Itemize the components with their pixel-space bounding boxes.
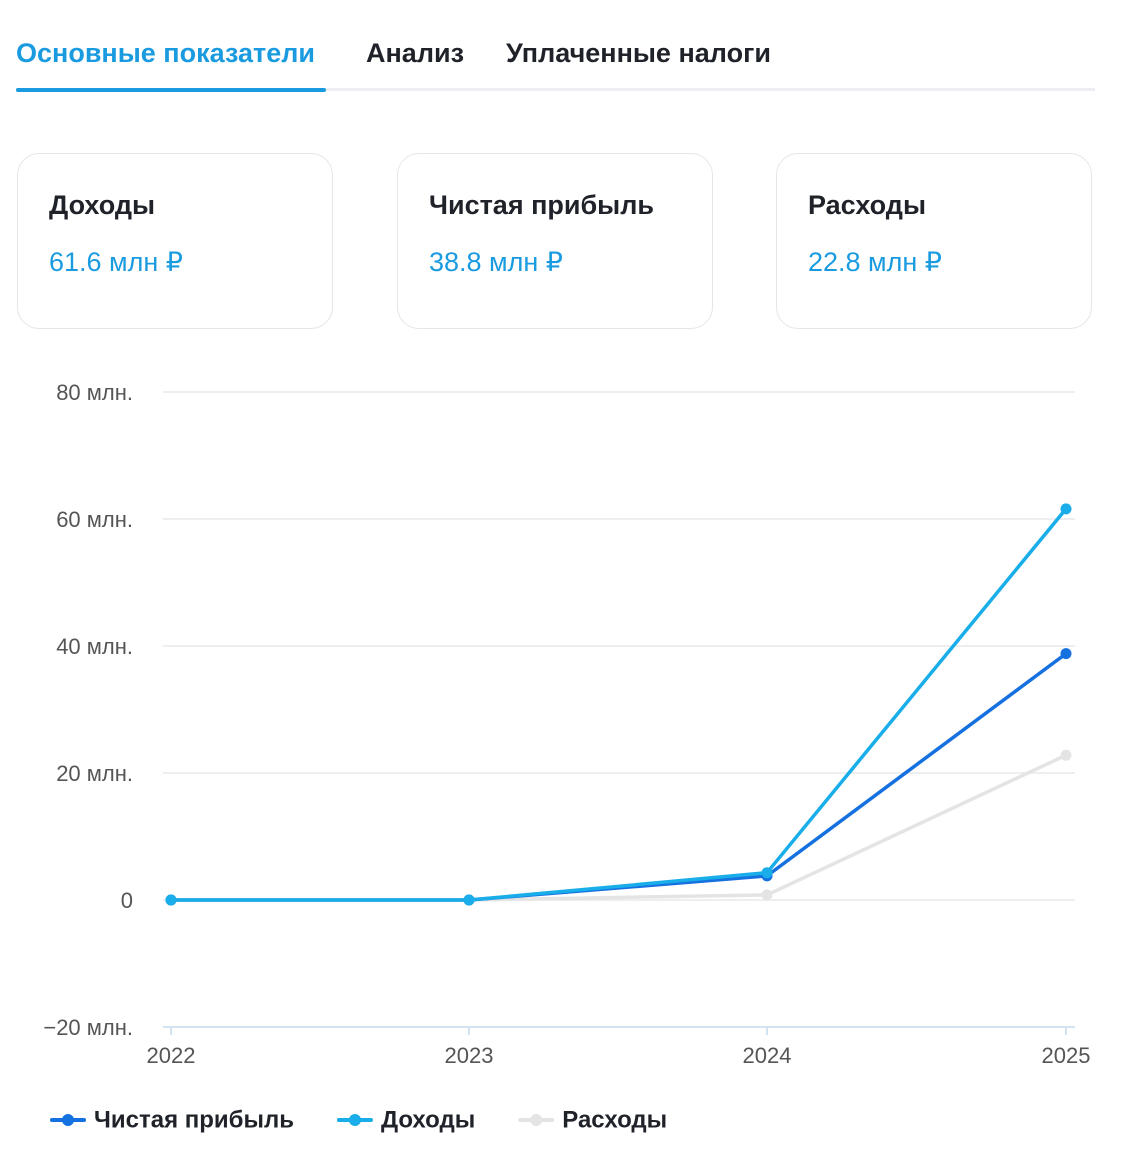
- series-line: [171, 652, 1068, 902]
- tab[interactable]: Уплаченные налоги: [506, 38, 771, 68]
- x-tick-label: 2025: [1042, 1043, 1091, 1068]
- legend-label: Доходы: [381, 1106, 475, 1133]
- chart: −20 млн. 0 20 млн. 40 млн. 60 млн. 80 млн. 202…: [43, 380, 1091, 1134]
- card-value: 22.8 млн ₽: [808, 247, 942, 277]
- series-line: [171, 753, 1067, 902]
- x-tick-label: 2022: [147, 1043, 196, 1068]
- series-line: [171, 507, 1068, 902]
- data-point: [463, 894, 475, 906]
- card: Доходы 61.6 млн ₽: [17, 153, 333, 329]
- card-label: Доходы: [49, 190, 156, 220]
- card: Чистая прибыль 38.8 млн ₽: [397, 153, 713, 329]
- tab[interactable]: Основные показатели: [16, 38, 316, 68]
- tab[interactable]: Анализ: [366, 38, 464, 68]
- legend-swatch-dot: [62, 1114, 74, 1126]
- card-label: Чистая прибыль: [429, 190, 654, 220]
- card-value: 38.8 млн ₽: [429, 247, 563, 277]
- x-tick-label: 2024: [743, 1043, 792, 1068]
- y-tick-label: 20 млн.: [56, 761, 133, 786]
- x-tick-label: 2023: [445, 1043, 494, 1068]
- card-value: 61.6 млн ₽: [49, 247, 183, 277]
- data-point: [1060, 648, 1072, 660]
- legend-swatch-dot: [530, 1114, 543, 1126]
- y-tick-label: −20 млн.: [43, 1015, 133, 1040]
- card: Расходы 22.8 млн ₽: [776, 153, 1092, 329]
- tab-underline: [16, 88, 1095, 92]
- legend-label: Чистая прибыль: [94, 1106, 294, 1133]
- active-indicator: [16, 88, 326, 92]
- data-point: [761, 867, 773, 879]
- data-point: [761, 889, 773, 901]
- data-point: [165, 894, 177, 906]
- y-tick-label: 0: [121, 888, 133, 913]
- y-tick-label: 40 млн.: [56, 634, 133, 659]
- card-label: Расходы: [808, 190, 927, 220]
- data-point: [1060, 749, 1072, 761]
- legend-item[interactable]: Чистая прибыль: [50, 1106, 294, 1133]
- y-tick-label: 80 млн.: [56, 380, 133, 405]
- y-tick-label: 60 млн.: [56, 507, 133, 532]
- legend-label: Расходы: [562, 1106, 667, 1133]
- legend-swatch-dot: [348, 1114, 361, 1126]
- legend-item[interactable]: Доходы: [336, 1106, 475, 1133]
- legend-item[interactable]: Расходы: [518, 1106, 667, 1133]
- data-point: [1060, 503, 1072, 515]
